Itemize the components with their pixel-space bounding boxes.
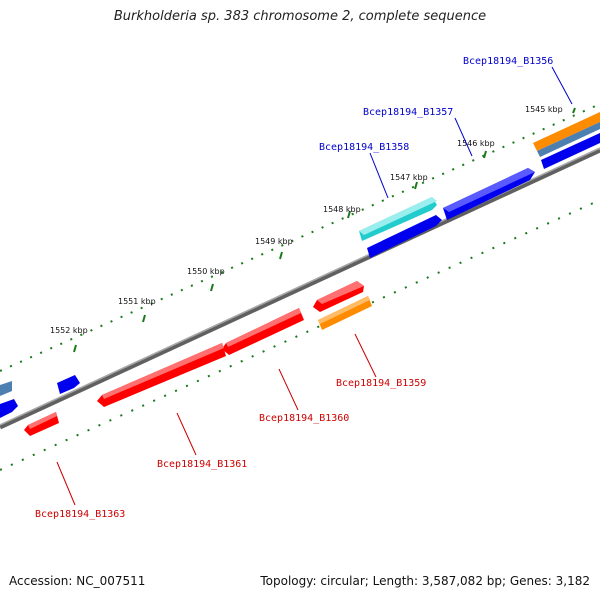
gene-label[interactable]: Bcep18194_B1358	[319, 142, 409, 153]
gene-label[interactable]: Bcep18194_B1359	[336, 378, 426, 389]
kbp-label: 1550 kbp	[187, 267, 225, 276]
kbp-label: 1546 kbp	[457, 139, 495, 148]
callout-b1356	[551, 66, 573, 105]
gene-b1356-steel[interactable]	[537, 122, 600, 157]
gene-label[interactable]: Bcep18194_B1363	[35, 509, 125, 520]
inner-tick-track	[0, 199, 600, 471]
major-tick-1548	[347, 210, 351, 219]
gene-b1360-top	[226, 308, 301, 347]
major-tick-1547	[414, 181, 418, 190]
callout-b1358	[369, 152, 389, 199]
gene-b1363-top	[28, 412, 57, 429]
kbp-label: 1552 kbp	[50, 326, 88, 335]
major-tick-1550	[210, 283, 214, 292]
kbp-label: 1549 kbp	[255, 237, 293, 246]
backbone-line	[0, 147, 600, 430]
gene-label[interactable]: Bcep18194_B1360	[259, 413, 349, 424]
gene-b1359-top	[318, 296, 370, 324]
callout-b1357	[454, 117, 473, 157]
outer-minor-ticks	[0, 103, 600, 372]
callout-b1361	[176, 412, 197, 456]
major-tick-1551	[142, 314, 146, 323]
gene-steel-left[interactable]	[0, 381, 12, 396]
kbp-label: 1547 kbp	[390, 173, 428, 182]
summary-text: Topology: circular; Length: 3,587,082 bp…	[260, 574, 590, 588]
callout-b1360	[278, 368, 299, 411]
map-title: Burkholderia sp. 383 chromosome 2, compl…	[113, 9, 487, 24]
gene-b1359-red-top	[317, 281, 364, 304]
major-tick-1546	[483, 150, 487, 159]
callout-b1363	[56, 461, 76, 506]
gene-forward-blue-2[interactable]	[367, 215, 442, 258]
kbp-label: 1551 kbp	[118, 297, 156, 306]
gene-forward-blue[interactable]	[541, 133, 600, 169]
gene-forward-blue-edge[interactable]	[0, 399, 18, 418]
kbp-labels: 1545 kbp 1546 kbp 1547 kbp 1548 kbp 1549…	[50, 105, 563, 335]
accession-text: Accession: NC_007511	[9, 574, 146, 588]
forward-genes	[0, 112, 600, 418]
gene-forward-blue-left[interactable]	[57, 375, 80, 394]
outer-tick-track	[0, 103, 600, 372]
major-tick-1549	[279, 251, 283, 260]
gene-labels: Bcep18194_B1356 Bcep18194_B1357 Bcep1819…	[35, 56, 553, 520]
major-tick-1545	[572, 107, 576, 114]
gene-b1356-orange[interactable]	[533, 112, 600, 151]
major-tick-1552	[73, 344, 77, 353]
gene-label[interactable]: Bcep18194_B1356	[463, 56, 553, 67]
gene-label[interactable]: Bcep18194_B1357	[363, 107, 453, 118]
kbp-label: 1548 kbp	[323, 205, 361, 214]
gene-b1361-top	[102, 343, 224, 399]
kbp-label: 1545 kbp	[525, 105, 563, 114]
reverse-genes	[24, 281, 372, 436]
callout-b1359	[354, 333, 377, 378]
callout-lines	[56, 66, 573, 506]
gene-b1357-top	[443, 168, 535, 212]
gene-b1358-top	[359, 197, 437, 235]
chromosome-backbone	[0, 147, 600, 430]
gene-label[interactable]: Bcep18194_B1361	[157, 459, 247, 470]
